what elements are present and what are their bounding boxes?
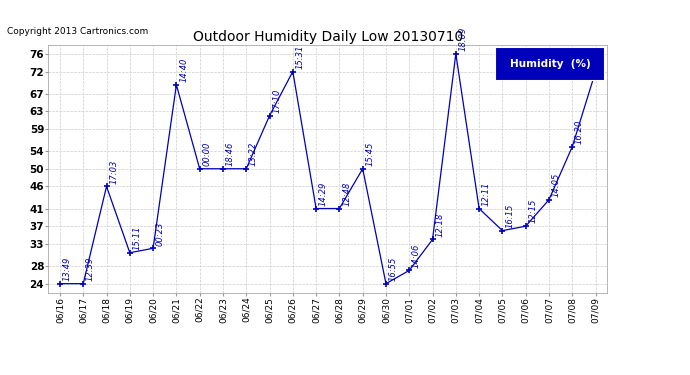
Text: 15:31: 15:31 bbox=[295, 44, 304, 69]
Text: 14:05: 14:05 bbox=[552, 172, 561, 197]
Text: 16:55: 16:55 bbox=[388, 256, 397, 281]
Text: 16:15: 16:15 bbox=[505, 204, 514, 228]
Text: 18:2: 18:2 bbox=[598, 50, 607, 69]
Text: 17:10: 17:10 bbox=[273, 88, 282, 113]
Text: 13:49: 13:49 bbox=[63, 256, 72, 281]
Text: 16:20: 16:20 bbox=[575, 120, 584, 144]
Title: Outdoor Humidity Daily Low 20130710: Outdoor Humidity Daily Low 20130710 bbox=[193, 30, 463, 44]
Text: 15:11: 15:11 bbox=[132, 226, 141, 250]
Text: 00:00: 00:00 bbox=[202, 142, 211, 166]
Text: 12:39: 12:39 bbox=[86, 256, 95, 281]
Text: Copyright 2013 Cartronics.com: Copyright 2013 Cartronics.com bbox=[7, 27, 148, 36]
Text: 12:15: 12:15 bbox=[529, 199, 538, 223]
Text: 14:06: 14:06 bbox=[412, 243, 421, 268]
Text: 12:11: 12:11 bbox=[482, 182, 491, 206]
Text: 12:18: 12:18 bbox=[435, 212, 444, 237]
Text: 18:09: 18:09 bbox=[459, 27, 468, 51]
Text: 14:40: 14:40 bbox=[179, 58, 188, 82]
Text: 12:48: 12:48 bbox=[342, 182, 351, 206]
Text: 00:23: 00:23 bbox=[156, 221, 165, 246]
Text: 18:46: 18:46 bbox=[226, 142, 235, 166]
Text: 14:29: 14:29 bbox=[319, 182, 328, 206]
Text: 13:22: 13:22 bbox=[249, 142, 258, 166]
Text: 17:03: 17:03 bbox=[109, 159, 118, 184]
Text: 15:45: 15:45 bbox=[366, 142, 375, 166]
